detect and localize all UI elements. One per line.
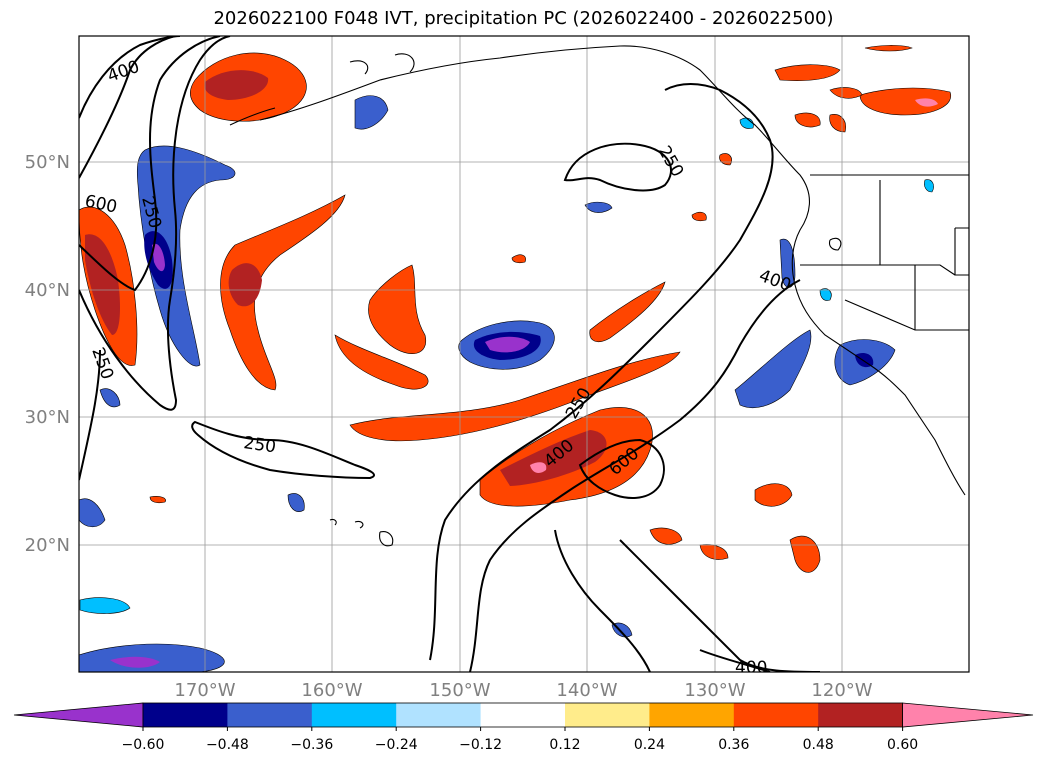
ivt-contour-line xyxy=(79,349,101,481)
latitude-labels: 50°N 40°N 30°N 20°N xyxy=(25,152,70,556)
ivt-contour-line xyxy=(79,36,231,411)
colorbar-tick-label: −0.24 xyxy=(375,737,418,753)
colorbar-segment xyxy=(733,703,819,727)
graticule xyxy=(79,36,969,672)
colorbar-segment xyxy=(311,703,397,727)
precip-blob xyxy=(287,493,305,512)
precip-blob xyxy=(354,95,389,130)
map-plot-area: 400 600 250 250 400 250 250 250 400 600 … xyxy=(79,36,969,678)
coastlines xyxy=(229,45,969,547)
ivt-contour-line xyxy=(699,649,771,672)
lon-label: 160°W xyxy=(301,680,362,701)
precip-blob xyxy=(691,211,707,222)
colorbar: −0.60 −0.48 −0.36 −0.24 −0.12 0.12 0.24 0.36 0.4… xyxy=(13,702,1034,753)
precip-blob xyxy=(79,597,131,614)
colorbar-tick-label: 0.12 xyxy=(549,737,580,753)
precip-blob xyxy=(149,496,166,504)
lon-label: 130°W xyxy=(684,680,745,701)
ivt-contour-line xyxy=(429,83,774,661)
precip-blob xyxy=(136,145,236,367)
ivt-contour-line xyxy=(563,142,672,192)
colorbar-tick-label: −0.60 xyxy=(122,737,165,753)
precip-blob xyxy=(819,288,832,301)
colorbar-segment xyxy=(649,703,735,727)
colorbar-tick-label: 0.48 xyxy=(803,737,834,753)
precip-blob xyxy=(754,483,793,507)
precip-blob xyxy=(511,254,526,264)
lat-label: 50°N xyxy=(25,152,70,173)
precip-blob xyxy=(349,351,681,442)
lat-label: 40°N xyxy=(25,280,70,301)
map-title: 2026022100 F048 IVT, precipitation PC (2… xyxy=(213,8,834,29)
contour-label: 400 xyxy=(735,658,767,678)
precip-blob xyxy=(584,201,613,213)
map-frame xyxy=(78,35,970,673)
colorbar-extend-max xyxy=(902,702,1034,728)
colorbar-tick-label: −0.36 xyxy=(290,737,333,753)
precip-blob xyxy=(859,87,952,116)
ivt-contour-line xyxy=(191,420,375,480)
ivt-contour-line xyxy=(619,539,821,672)
longitude-labels: 170°W 160°W 150°W 140°W 130°W 120°W xyxy=(174,680,872,701)
precip-blob xyxy=(79,498,106,528)
contour-label: 250 xyxy=(242,433,277,457)
positive-precip-anomalies xyxy=(79,45,952,573)
lon-label: 140°W xyxy=(556,680,617,701)
colorbar-tick-label: 0.60 xyxy=(887,737,918,753)
precip-blob xyxy=(79,643,225,672)
lat-label: 20°N xyxy=(25,535,70,556)
precip-blob xyxy=(794,112,821,128)
lon-label: 170°W xyxy=(174,680,235,701)
precip-blob xyxy=(334,334,429,390)
ivt-contour-line xyxy=(469,279,801,672)
colorbar-tick-label: 0.36 xyxy=(718,737,749,753)
ivt-contour-line xyxy=(79,36,221,292)
colorbar-tick-label: −0.48 xyxy=(206,737,249,753)
precip-blob xyxy=(220,194,346,391)
colorbar-tick-label: −0.12 xyxy=(459,737,502,753)
precip-blob xyxy=(589,281,666,343)
colorbar-segment xyxy=(227,703,313,727)
precip-blob xyxy=(829,87,863,99)
precip-blob xyxy=(779,238,796,288)
lon-label: 150°W xyxy=(429,680,490,701)
lon-label: 120°W xyxy=(811,680,872,701)
precip-blob xyxy=(649,527,683,545)
colorbar-segment xyxy=(143,703,228,727)
precip-blob xyxy=(924,179,934,193)
precip-blob xyxy=(864,45,913,52)
ivt-contours xyxy=(79,36,821,672)
ivt-contour-line xyxy=(554,529,651,672)
precip-blob xyxy=(99,388,121,408)
colorbar-frame xyxy=(142,702,903,728)
ivt-contour-line xyxy=(578,438,665,499)
colorbar-extend-min xyxy=(13,702,144,728)
colorbar-tick-label: 0.24 xyxy=(634,737,665,753)
colorbar-segment xyxy=(480,703,566,727)
colorbar-segment xyxy=(565,703,650,727)
precip-blob xyxy=(368,264,427,354)
ivt-contour-line xyxy=(79,36,176,179)
precip-blob xyxy=(734,329,812,409)
negative-precip-anomalies xyxy=(79,95,934,672)
colorbar-segment xyxy=(396,703,482,727)
lat-label: 30°N xyxy=(25,407,70,428)
colorbar-segment xyxy=(818,703,904,727)
precip-blob xyxy=(774,64,841,81)
